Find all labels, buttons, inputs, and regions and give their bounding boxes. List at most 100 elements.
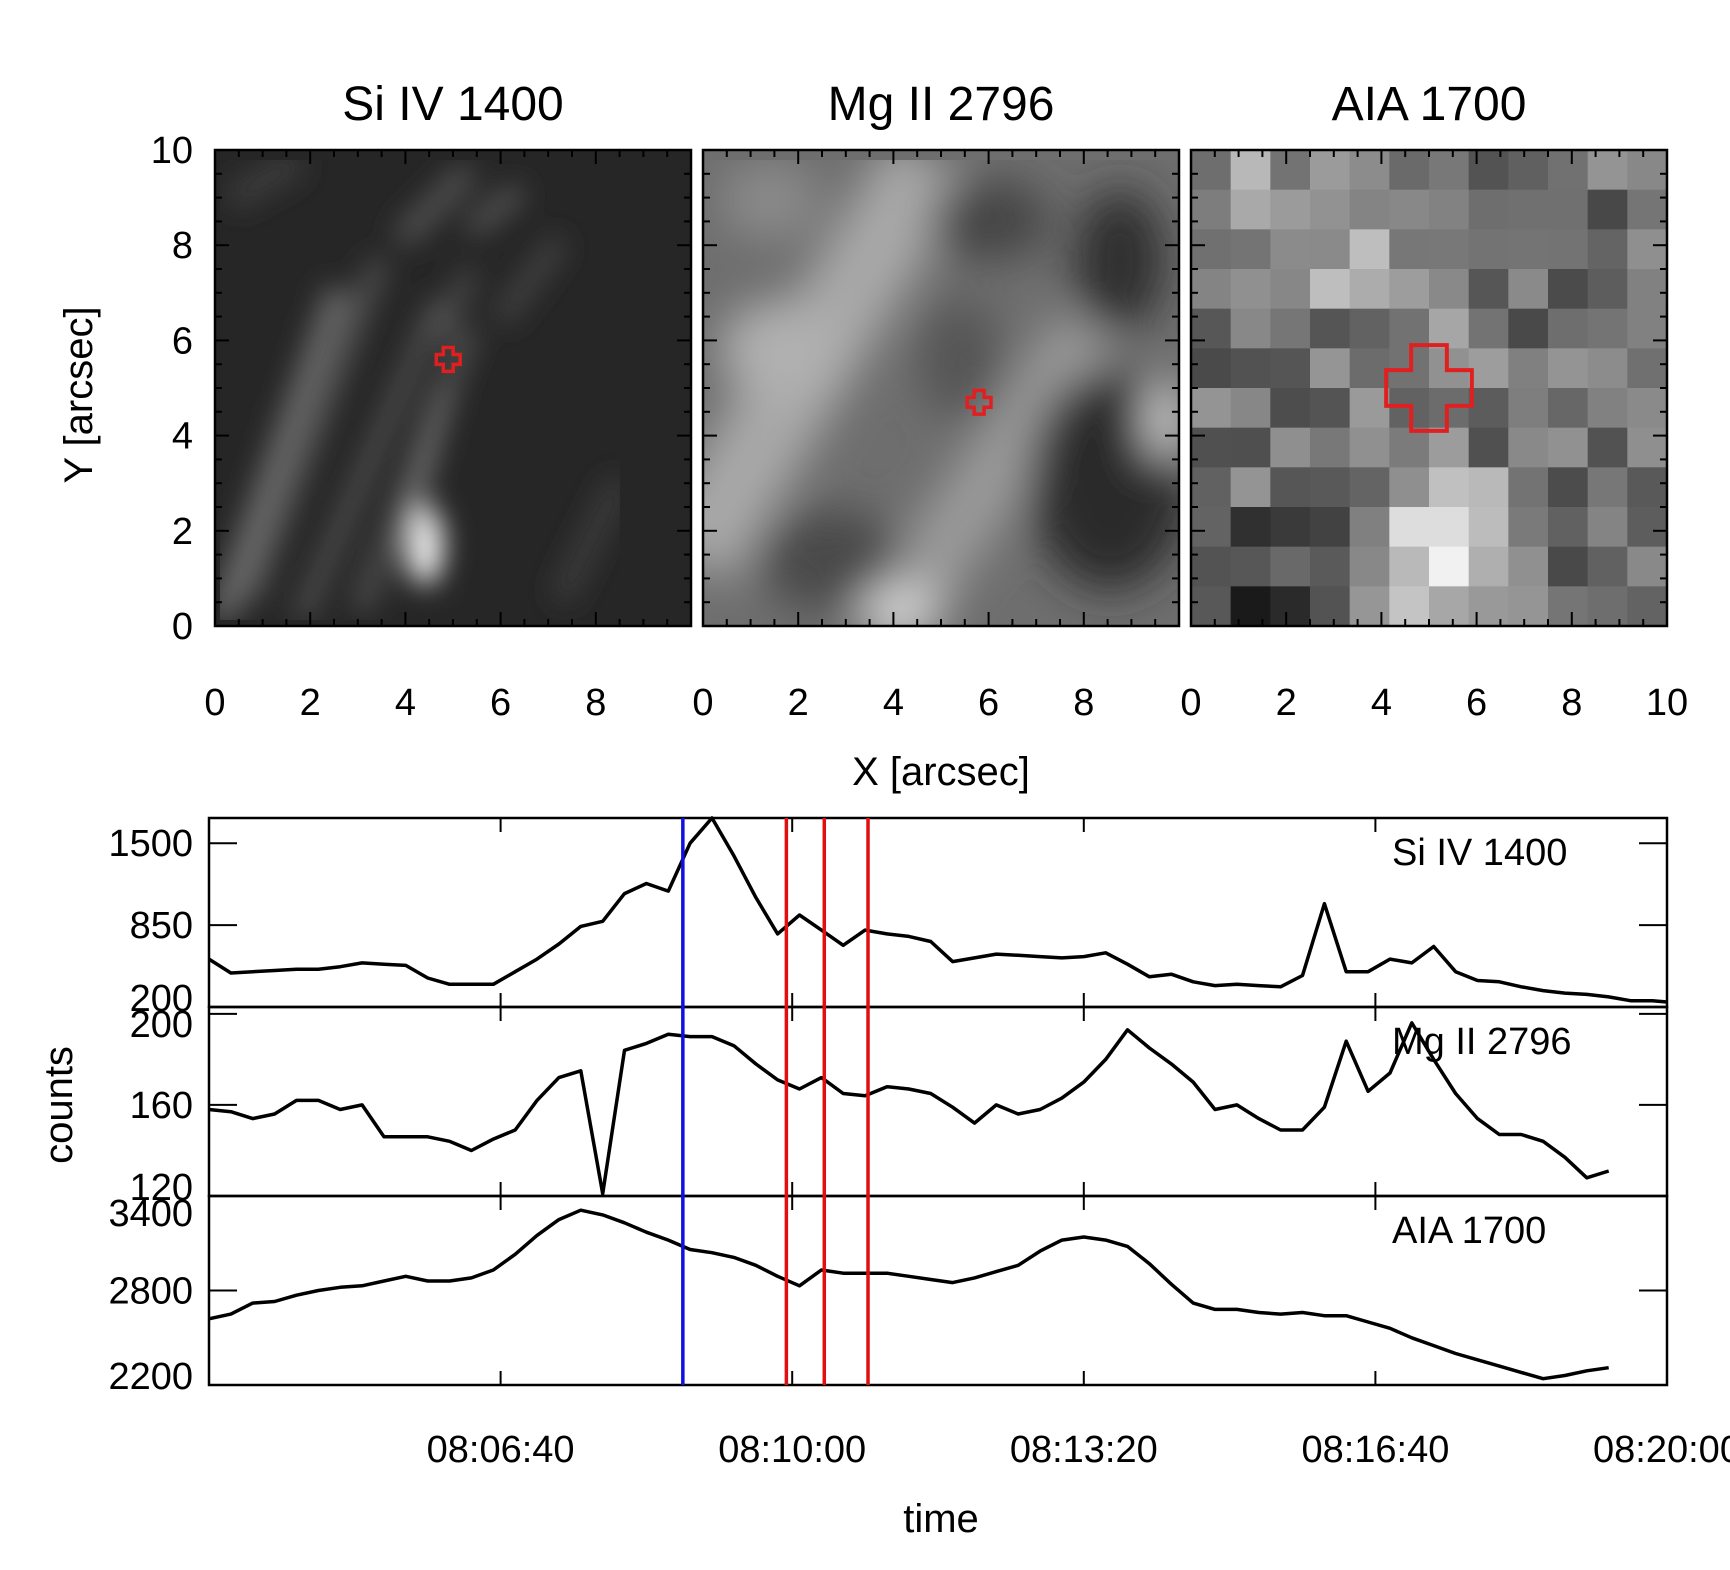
y-tick-label: 8 — [172, 225, 193, 267]
aia-pixel — [1270, 546, 1311, 587]
aia-pixel — [1548, 348, 1589, 389]
aia-pixel — [1508, 388, 1549, 429]
aia-pixel — [1468, 388, 1509, 429]
aia-pixel — [1627, 189, 1667, 230]
x-tick-label: 08:13:20 — [1010, 1429, 1158, 1471]
aia-pixel — [1587, 189, 1628, 230]
aia-pixel — [1429, 308, 1470, 349]
aia-pixel — [1310, 269, 1351, 310]
aia-pixel — [1270, 467, 1311, 508]
aia-pixel — [1548, 308, 1589, 349]
mg-ii-image-title: Mg II 2796 — [828, 78, 1055, 131]
aia-pixel — [1270, 586, 1311, 626]
aia-pixel — [1627, 308, 1667, 349]
aia-pixel — [1349, 150, 1390, 191]
aia-pixel — [1548, 150, 1589, 191]
aia-pixel — [1349, 586, 1390, 626]
aia-pixel — [1310, 546, 1351, 587]
time-series-line — [208, 1021, 1610, 1196]
x-tick-label: 2 — [300, 682, 321, 724]
aia-pixel — [1429, 229, 1470, 270]
x-tick-label: 4 — [883, 682, 904, 724]
aia-pixel — [1627, 467, 1667, 508]
aia-pixel — [1508, 269, 1549, 310]
aia-pixel — [1270, 150, 1311, 191]
x-tick-label: 08:20:00 — [1593, 1429, 1730, 1471]
aia-pixel — [1310, 348, 1351, 389]
aia-pixel — [1627, 427, 1667, 468]
x-tick-label: 08:06:40 — [427, 1429, 575, 1471]
aia-pixel — [1230, 586, 1271, 626]
si-iv-intensity-image — [215, 150, 691, 626]
aia-pixel — [1230, 308, 1271, 349]
x-tick-label: 2 — [788, 682, 809, 724]
x-tick-label: 0 — [692, 682, 713, 724]
aia-pixel — [1468, 427, 1509, 468]
y-tick-label: 160 — [130, 1085, 193, 1127]
aia-pixel — [1191, 308, 1232, 349]
aia-pixel — [1270, 348, 1311, 389]
aia-pixel — [1587, 150, 1628, 191]
y-tick-label: 4 — [172, 416, 193, 458]
aia-pixel — [1627, 586, 1667, 626]
aia-pixel — [1587, 269, 1628, 310]
aia-pixel — [1627, 388, 1667, 429]
aia-intensity-image — [1191, 150, 1667, 626]
mg-ii-intensity-image — [703, 150, 1179, 626]
aia-pixel — [1230, 348, 1271, 389]
time-series-panel-label: AIA 1700 — [1392, 1210, 1546, 1252]
aia-pixel — [1191, 189, 1232, 230]
aia-pixel — [1587, 467, 1628, 508]
aia-pixel — [1191, 150, 1232, 191]
x-tick-label: 6 — [490, 682, 511, 724]
aia-pixel — [1230, 269, 1271, 310]
y-tick-label: 3400 — [108, 1193, 193, 1235]
aia-pixel — [1310, 388, 1351, 429]
time-series-line — [208, 816, 1668, 1004]
x-tick-label: 08:10:00 — [718, 1429, 866, 1471]
aia-pixel — [1270, 189, 1311, 230]
x-tick-label: 0 — [1180, 682, 1201, 724]
aia-pixel — [1270, 507, 1311, 548]
aia-pixel — [1548, 388, 1589, 429]
y-tick-label: 850 — [130, 905, 193, 947]
time-series-y-axis-title: counts — [37, 1046, 81, 1164]
aia-pixel — [1548, 546, 1589, 587]
image-overlays: 0 2 4 6 8 0 2 4 6 8 10 0 2 4 6 8 0 2 4 6 8 10 — [151, 130, 1688, 724]
aia-pixel — [1548, 229, 1589, 270]
aia-pixel — [1508, 189, 1549, 230]
aia-pixel — [1508, 229, 1549, 270]
aia-pixel — [1389, 150, 1430, 191]
aia-image-title: AIA 1700 — [1332, 78, 1527, 131]
aia-pixel — [1191, 427, 1232, 468]
y-tick-label: 6 — [172, 320, 193, 362]
aia-pixel — [1508, 348, 1549, 389]
aia-pixel — [1468, 507, 1509, 548]
aia-pixel — [1230, 189, 1271, 230]
time-series-line — [208, 1208, 1609, 1381]
aia-pixel — [1508, 308, 1549, 349]
aia-pixel — [1429, 507, 1470, 548]
y-tick-label: 200 — [130, 1004, 193, 1046]
aia-pixel — [1230, 150, 1271, 191]
aia-pixel — [1429, 467, 1470, 508]
mg-ii-image-panel — [701, 148, 1181, 628]
aia-pixel — [1389, 467, 1430, 508]
aia-pixel — [1389, 546, 1430, 587]
aia-pixel — [1270, 427, 1311, 468]
aia-pixel — [1548, 467, 1589, 508]
aia-pixel — [1191, 269, 1232, 310]
aia-pixel — [1349, 348, 1390, 389]
aia-pixel — [1191, 467, 1232, 508]
aia-pixel — [1587, 348, 1628, 389]
aia-pixel — [1389, 189, 1430, 230]
aia-pixel — [1389, 507, 1430, 548]
aia-pixel — [1349, 427, 1390, 468]
aia-pixel — [1230, 229, 1271, 270]
roi-marker-cross — [434, 345, 462, 374]
si-iv-image-panel — [213, 148, 693, 628]
aia-pixel — [1310, 229, 1351, 270]
aia-pixel — [1310, 427, 1351, 468]
aia-pixel — [1587, 308, 1628, 349]
